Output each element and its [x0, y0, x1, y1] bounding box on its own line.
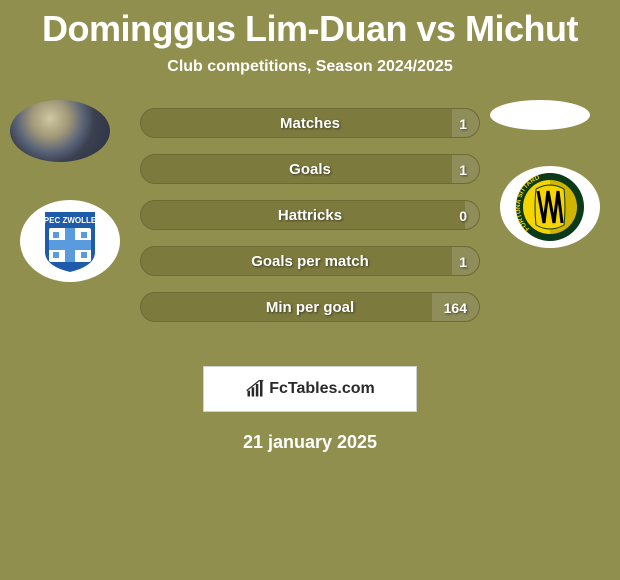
page-title: Dominggus Lim-Duan vs Michut	[0, 0, 620, 50]
club-left-badge: PEC ZWOLLE	[20, 200, 120, 282]
bar-label: Hattricks	[141, 201, 479, 230]
bar-value-right: 1	[459, 155, 467, 184]
pec-zwolle-icon: PEC ZWOLLE	[37, 208, 103, 274]
bar-label: Min per goal	[141, 293, 479, 322]
stat-bar: Goals per match1	[140, 246, 480, 276]
bar-label: Matches	[141, 109, 479, 138]
player-right-avatar	[490, 100, 590, 130]
stat-bar: Min per goal164	[140, 292, 480, 322]
stat-bar: Matches1	[140, 108, 480, 138]
bar-value-right: 1	[459, 109, 467, 138]
chart-icon	[245, 379, 265, 399]
fortuna-sittard-icon: FORTUNA SITTARD	[514, 171, 586, 243]
club-right-badge: FORTUNA SITTARD	[500, 166, 600, 248]
svg-text:PEC ZWOLLE: PEC ZWOLLE	[44, 216, 97, 225]
stat-bars: Matches1Goals1Hattricks0Goals per match1…	[140, 108, 480, 338]
bar-label: Goals per match	[141, 247, 479, 276]
bar-value-right: 1	[459, 247, 467, 276]
player-left-avatar	[10, 100, 110, 162]
bar-value-right: 0	[459, 201, 467, 230]
comparison-area: PEC ZWOLLE FORTUNA SITTARD Matches1Goals…	[0, 108, 620, 348]
brand-box: FcTables.com	[203, 366, 417, 412]
stat-bar: Hattricks0	[140, 200, 480, 230]
bar-label: Goals	[141, 155, 479, 184]
date-text: 21 january 2025	[0, 432, 620, 453]
bar-value-right: 164	[444, 293, 467, 322]
brand-text: FcTables.com	[269, 380, 375, 398]
subtitle: Club competitions, Season 2024/2025	[0, 58, 620, 76]
stat-bar: Goals1	[140, 154, 480, 184]
